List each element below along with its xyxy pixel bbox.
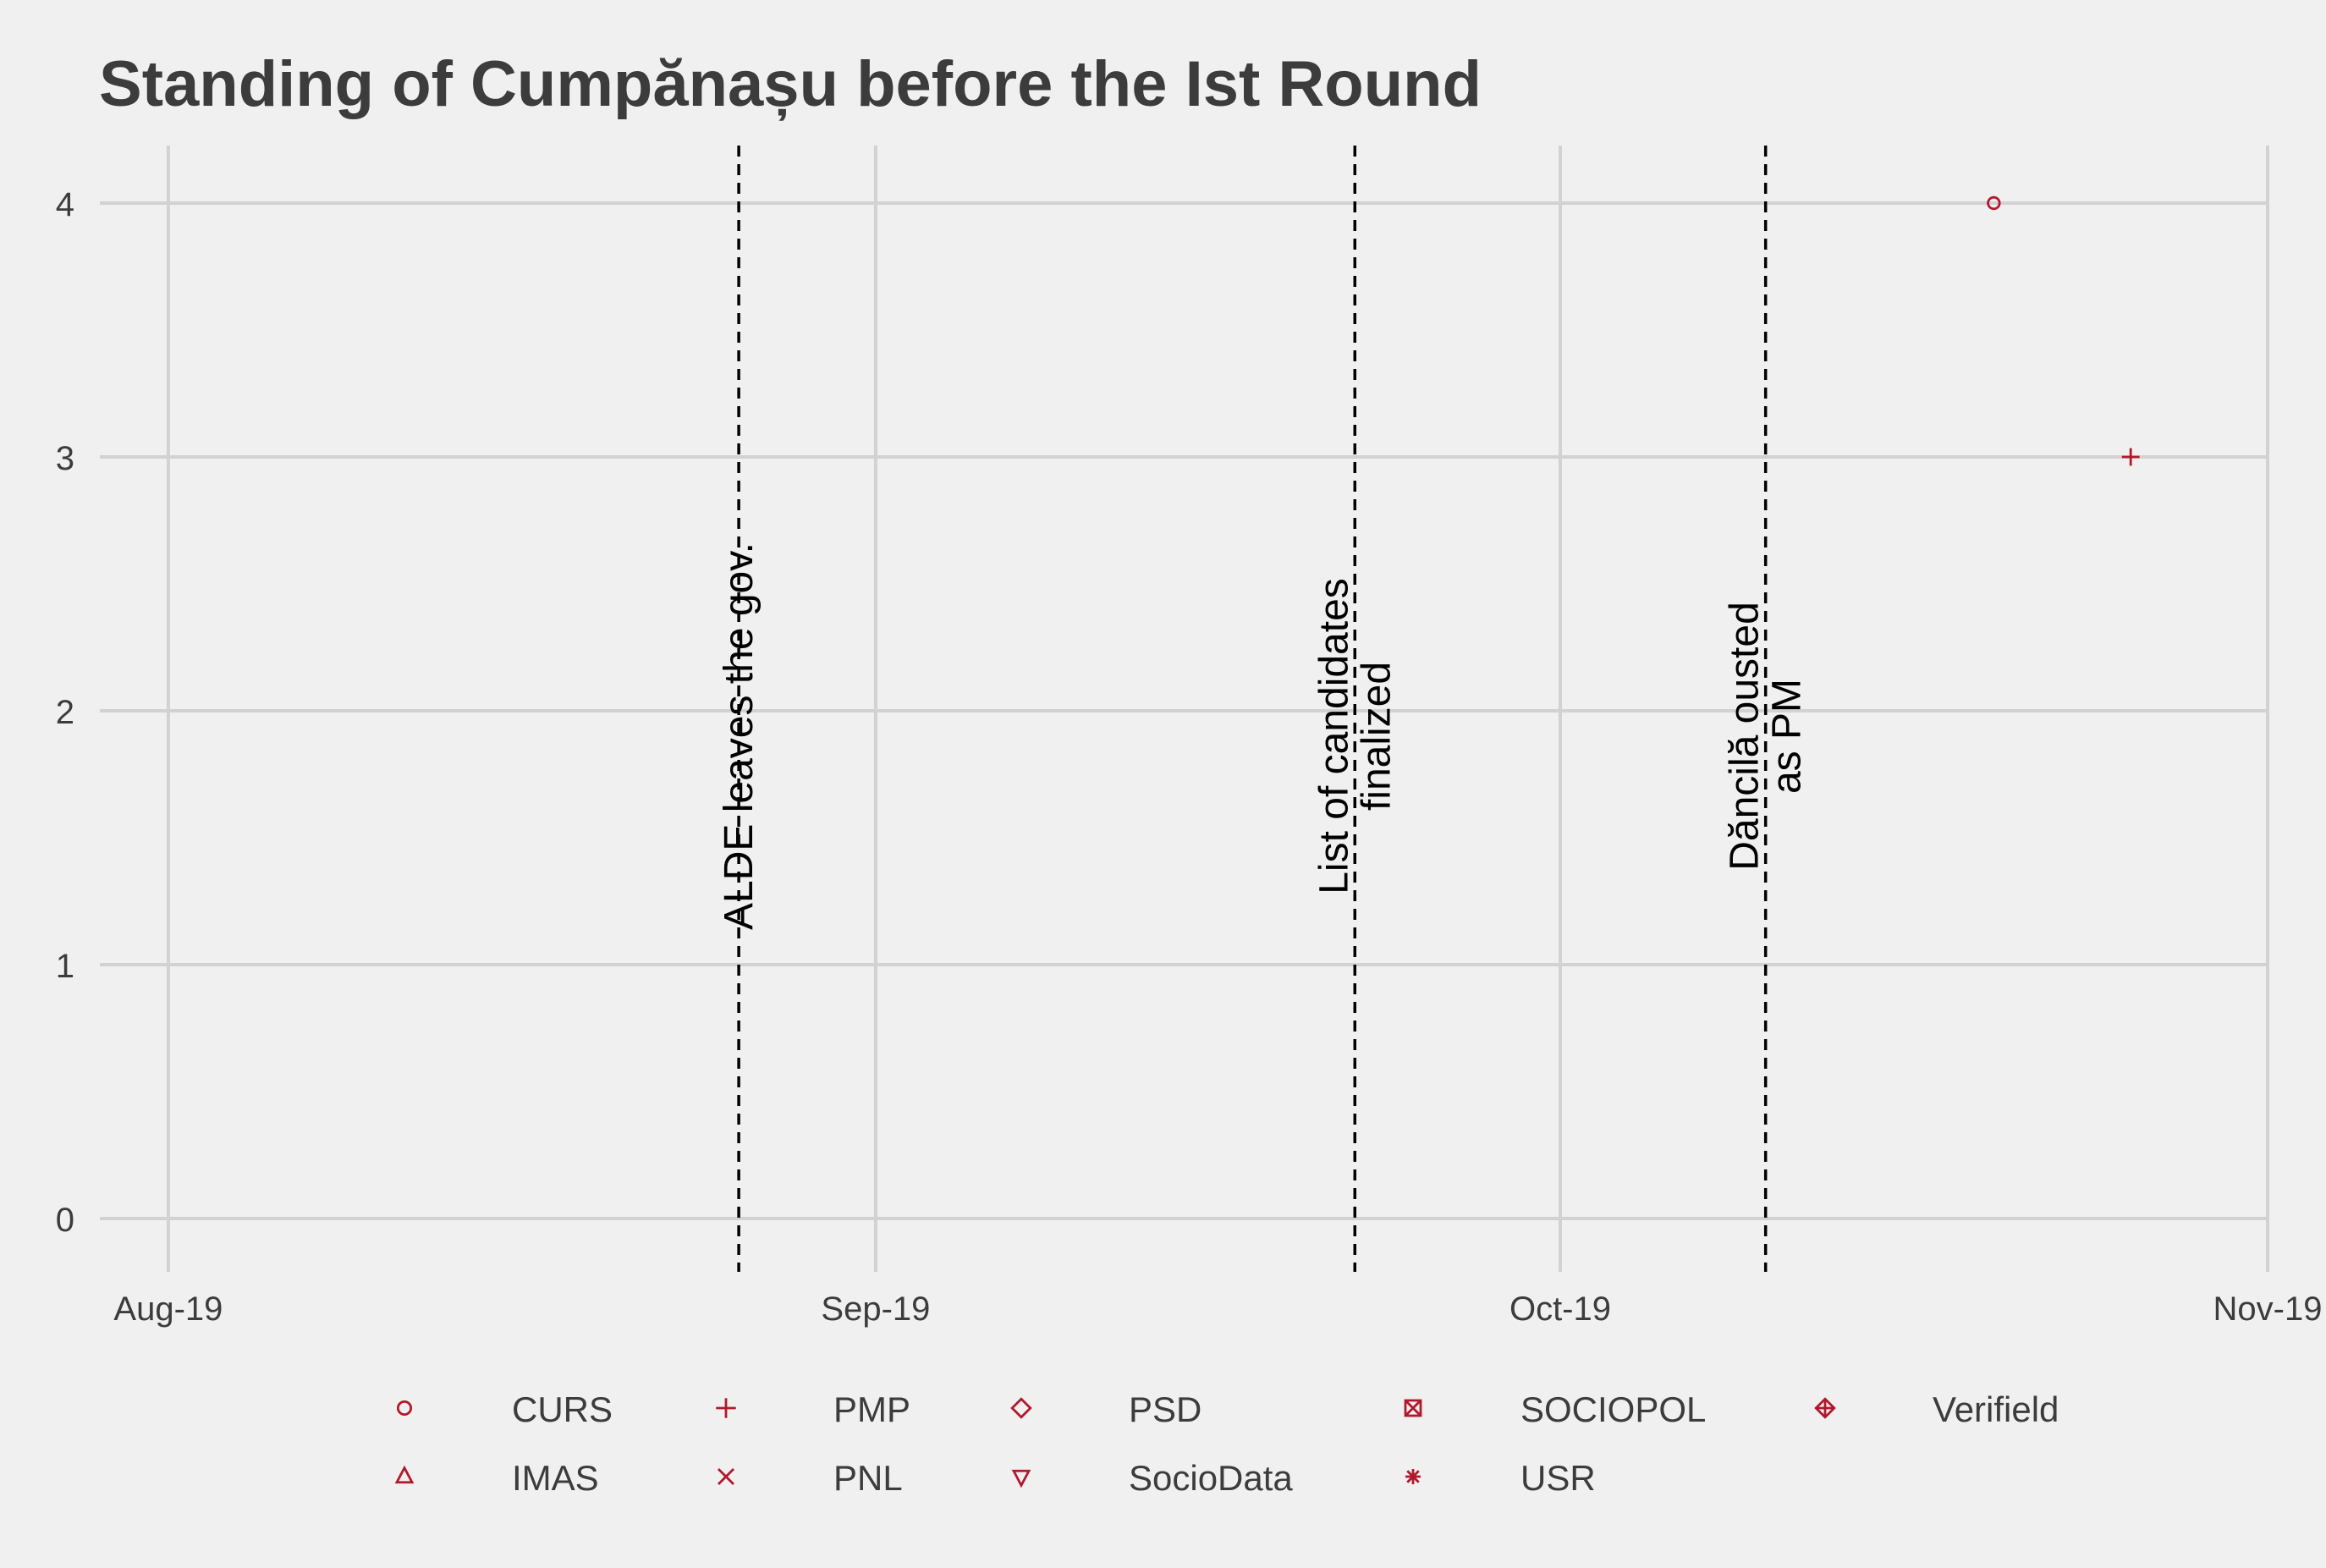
chart-title: Standing of Cumpănașu before the Ist Rou… <box>99 48 1482 121</box>
data-point-curs <box>1987 195 2001 211</box>
data-points <box>1987 195 2140 466</box>
grid <box>100 146 2269 1272</box>
legend-key-pmp <box>716 1398 736 1418</box>
event-label: as PM <box>1765 679 1810 794</box>
x-tick-label: Aug-19 <box>113 1290 223 1328</box>
x-tick-label: Nov-19 <box>2213 1290 2323 1328</box>
event-label: finalized <box>1354 662 1399 811</box>
y-tick-label: 0 <box>56 1202 74 1239</box>
legend-label: IMAS <box>512 1458 599 1498</box>
legend-key-sociopol <box>1404 1399 1422 1417</box>
x-tick-label: Sep-19 <box>821 1290 930 1328</box>
legend-key-pnl <box>718 1468 734 1485</box>
data-point-pmp <box>2121 448 2140 466</box>
legend-label: Verifield <box>1933 1389 2059 1429</box>
legend-key-verifield <box>1814 1397 1836 1419</box>
y-tick-label: 1 <box>56 948 74 985</box>
legend-key-psd <box>1010 1397 1032 1419</box>
event-lines: ALDE leaves the gov. List of candidatesfi… <box>717 146 1810 1272</box>
event-label: ALDE leaves the gov. <box>717 542 762 930</box>
legend-label: PSD <box>1129 1389 1201 1429</box>
legend-key-imas <box>394 1465 415 1484</box>
legend-key-usr <box>1405 1469 1421 1484</box>
legend-key-sociodata <box>1011 1469 1031 1488</box>
legend: CURS PMP PSD SOCIOPOL Verifield IMAS PNL SocioD… <box>394 1389 2059 1498</box>
y-tick-label: 2 <box>56 694 74 731</box>
y-tick-label: 4 <box>56 186 74 223</box>
legend-label: PNL <box>833 1458 903 1498</box>
event-label: List of candidates <box>1311 578 1356 894</box>
y-tick-label: 3 <box>56 440 74 477</box>
legend-label: PMP <box>833 1389 910 1429</box>
event-label: Dăncilă ousted <box>1723 602 1768 871</box>
legend-label: SocioData <box>1129 1458 1293 1498</box>
legend-label: USR <box>1520 1458 1596 1498</box>
legend-key-curs <box>396 1400 413 1417</box>
x-axis-tick-labels: Aug-19 Sep-19 Oct-19 Nov-19 <box>113 1290 2322 1328</box>
legend-label: CURS <box>512 1389 613 1429</box>
legend-label: SOCIOPOL <box>1520 1389 1706 1429</box>
y-axis-tick-labels: 0 1 2 3 4 <box>56 186 74 1239</box>
x-tick-label: Oct-19 <box>1509 1290 1611 1328</box>
